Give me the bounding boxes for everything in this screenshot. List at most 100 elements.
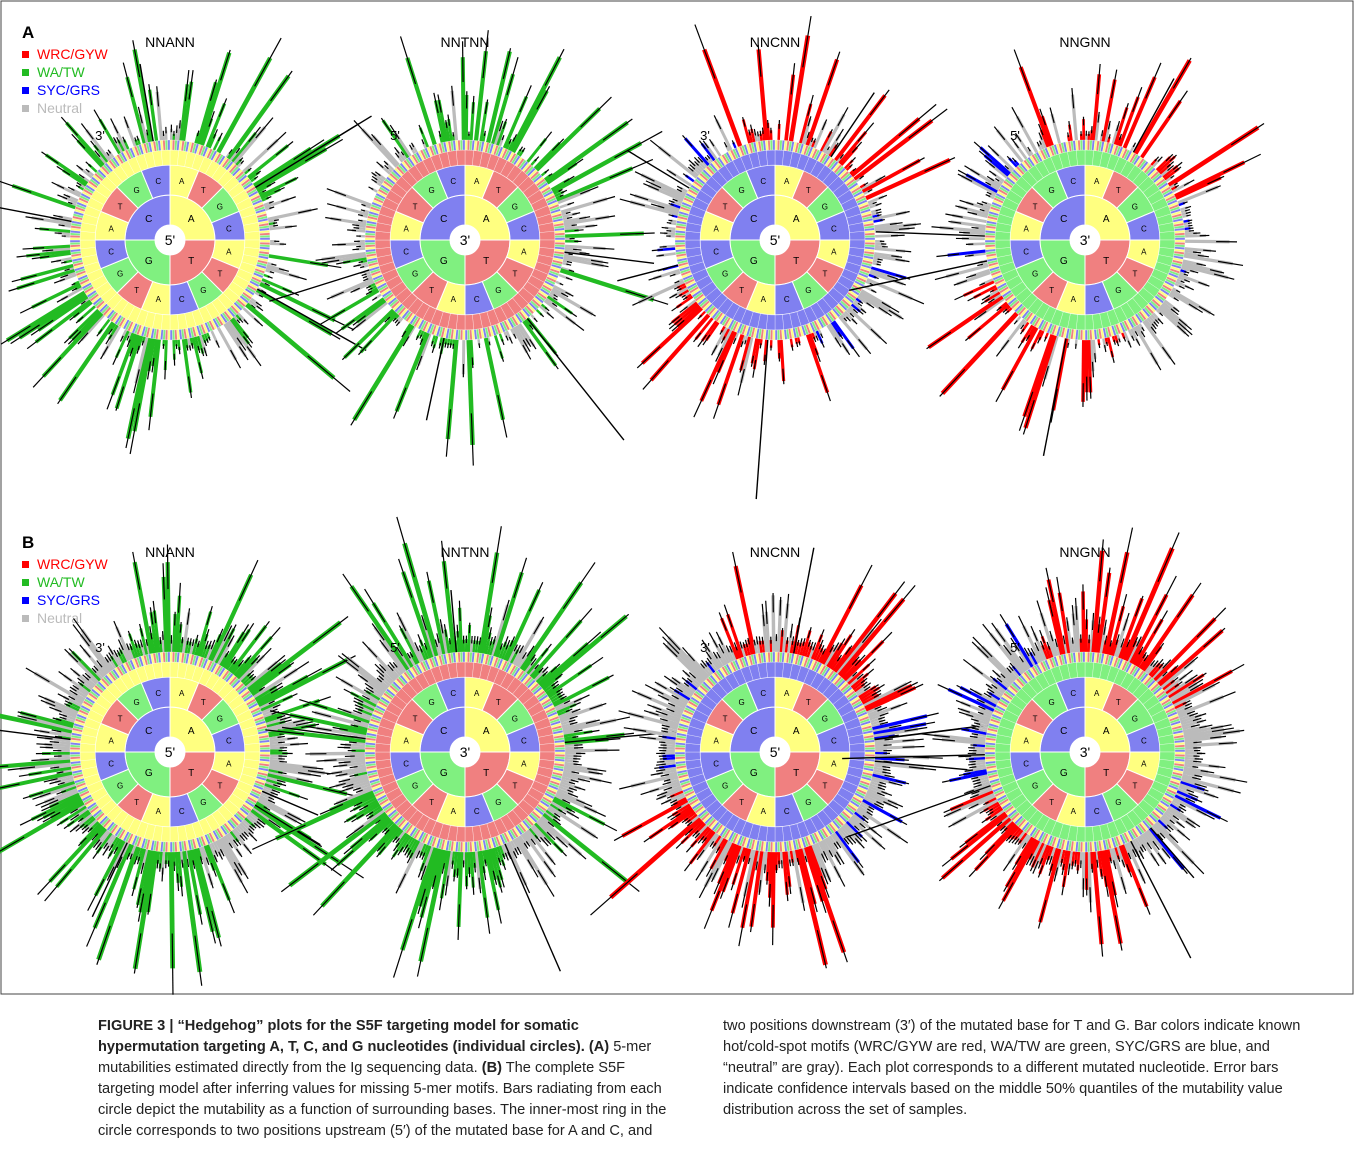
- error-bar: [126, 335, 130, 341]
- error-bar: [288, 273, 307, 281]
- error-bar: [93, 109, 107, 130]
- error-bar: [242, 336, 253, 348]
- ring-sector: [161, 661, 171, 678]
- ring-base: T: [429, 286, 434, 295]
- ring-base: A: [451, 295, 457, 304]
- error-bar: [203, 340, 208, 347]
- error-bar: [568, 253, 573, 256]
- error-bar: [32, 357, 62, 388]
- ring-base: A: [521, 760, 527, 769]
- error-bar: [419, 338, 424, 346]
- error-bar: [371, 175, 378, 181]
- error-bar: [368, 186, 374, 191]
- ring-base: C: [831, 224, 837, 233]
- ring-sector: [772, 139, 776, 151]
- error-bar: [483, 130, 486, 137]
- error-bar: [1185, 205, 1192, 209]
- error-bar: [392, 317, 397, 322]
- error-bar: [478, 343, 481, 349]
- error-bar: [1067, 132, 1070, 138]
- error-bar: [1213, 273, 1235, 280]
- error-bar: [1183, 179, 1195, 187]
- error-bar: [325, 216, 342, 221]
- error-bar: [890, 234, 905, 237]
- error-bar: [156, 86, 160, 107]
- ring-sector: [79, 239, 96, 249]
- ring-base: A: [483, 726, 490, 737]
- error-bar: [1223, 153, 1261, 173]
- error-bar: [491, 526, 502, 583]
- ring-base: A: [474, 177, 480, 186]
- error-bar: [426, 571, 434, 603]
- ring-base: G: [117, 781, 123, 790]
- ring-sector: [1079, 139, 1083, 151]
- error-bar: [367, 287, 373, 291]
- error-bar: [206, 605, 213, 626]
- ring-sector: [1082, 139, 1086, 151]
- error-bar: [50, 259, 62, 263]
- error-bar: [417, 634, 424, 646]
- error-bar: [350, 287, 360, 293]
- error-bar: [371, 296, 378, 301]
- error-bar: [768, 883, 771, 907]
- error-bar: [49, 741, 60, 744]
- error-bar: [96, 329, 103, 337]
- error-bar: [16, 253, 40, 258]
- error-bar: [279, 760, 288, 763]
- error-bar: [53, 278, 66, 284]
- ring-sector: [539, 743, 556, 753]
- error-bar: [361, 273, 367, 277]
- ring-base: C: [226, 224, 232, 233]
- error-bar: [278, 741, 285, 744]
- error-bar: [713, 115, 722, 130]
- error-bar: [69, 312, 80, 321]
- error-bar: [85, 161, 92, 168]
- error-bar: [113, 620, 122, 638]
- error-bar: [188, 70, 194, 100]
- ring-sector: [169, 841, 173, 853]
- error-bar: [0, 325, 31, 345]
- error-bar: [326, 188, 347, 197]
- ring-sector: [1174, 239, 1186, 243]
- ring-base: G: [117, 269, 123, 278]
- ring-base: T: [483, 768, 489, 779]
- error-bar: [148, 393, 154, 431]
- error-bar: [565, 211, 571, 214]
- ring-base: G: [134, 698, 140, 707]
- error-bar: [580, 827, 599, 839]
- error-bar: [208, 110, 215, 127]
- error-bar: [634, 171, 655, 182]
- error-bar: [522, 344, 532, 360]
- error-bar: [988, 170, 997, 177]
- ring-sector: [167, 651, 171, 663]
- error-bar: [993, 126, 1006, 141]
- error-bar: [174, 611, 176, 626]
- error-bar: [269, 269, 370, 302]
- ring-base: C: [1141, 224, 1147, 233]
- ring-base: C: [1094, 295, 1100, 304]
- ring-sector: [554, 239, 566, 243]
- error-bar: [415, 335, 419, 341]
- error-bar: [146, 129, 149, 136]
- error-bar: [871, 837, 886, 850]
- error-bar: [565, 316, 585, 331]
- ring-base: C: [440, 726, 447, 737]
- error-bar: [433, 92, 439, 114]
- error-bar: [384, 164, 389, 170]
- error-bar: [58, 224, 65, 227]
- ring-base: G: [750, 256, 758, 267]
- ring-base: T: [512, 269, 517, 278]
- ring-base: C: [155, 689, 161, 698]
- error-bar: [533, 616, 545, 635]
- ring-sector: [169, 314, 179, 331]
- error-bar: [895, 758, 909, 761]
- ring-sector: [1174, 234, 1186, 238]
- error-bar: [273, 222, 278, 224]
- error-bar: [513, 333, 517, 339]
- error-bar: [452, 343, 455, 349]
- error-bar: [668, 219, 673, 222]
- error-bar: [693, 379, 712, 418]
- ring-base: C: [521, 224, 527, 233]
- error-bar: [738, 904, 748, 947]
